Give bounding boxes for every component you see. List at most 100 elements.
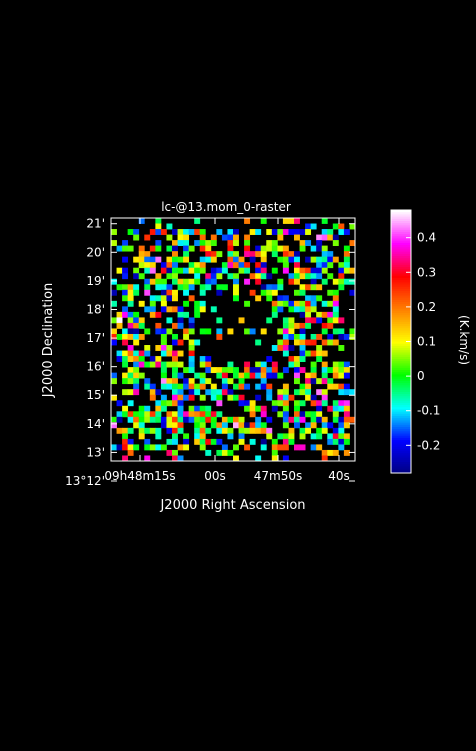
raster-pixel bbox=[210, 267, 217, 274]
raster-pixel bbox=[138, 322, 145, 329]
raster-pixel bbox=[216, 267, 223, 274]
raster-pixel bbox=[133, 378, 140, 385]
raster-pixel bbox=[144, 383, 151, 390]
raster-pixel bbox=[160, 444, 167, 451]
raster-pixel bbox=[266, 394, 273, 401]
raster-pixel bbox=[299, 339, 306, 346]
raster-pixel bbox=[205, 416, 212, 423]
raster-pixel bbox=[160, 278, 167, 285]
raster-pixel bbox=[166, 273, 173, 280]
colorbar-segment bbox=[391, 315, 411, 318]
raster-pixel bbox=[172, 267, 178, 274]
raster-pixel bbox=[310, 339, 317, 346]
raster-pixel bbox=[332, 240, 339, 247]
colorbar-segment bbox=[391, 212, 411, 215]
raster-pixel bbox=[177, 394, 184, 401]
raster-pixel bbox=[166, 234, 173, 241]
raster-pixel bbox=[205, 273, 212, 280]
y-tick-label: 13°12' bbox=[65, 474, 105, 488]
colorbar-tick-label: -0.1 bbox=[417, 404, 440, 418]
raster-pixel bbox=[177, 339, 184, 346]
raster-pixel bbox=[138, 405, 145, 412]
x-tick-label: 47m50s bbox=[254, 469, 302, 483]
raster-pixel bbox=[277, 411, 284, 418]
raster-pixel bbox=[294, 322, 300, 329]
raster-pixel bbox=[299, 311, 306, 318]
raster-pixel bbox=[288, 328, 295, 335]
raster-pixel bbox=[338, 438, 345, 445]
raster-pixel bbox=[216, 284, 223, 291]
raster-pixel bbox=[199, 405, 206, 412]
raster-pixel bbox=[227, 251, 234, 258]
y-tick-labels: 13°12' 13' 14' 15' 16' 17' 18' 19' 20' 21' bbox=[65, 217, 105, 488]
colorbar-segment bbox=[391, 396, 411, 399]
raster-pixel bbox=[177, 372, 184, 379]
raster-pixel bbox=[199, 438, 206, 445]
raster-pixel bbox=[227, 245, 234, 252]
raster-pixel bbox=[266, 356, 273, 362]
raster-pixel bbox=[199, 300, 206, 307]
raster-pixel bbox=[172, 361, 178, 368]
raster-pixel bbox=[160, 367, 167, 374]
raster-pixel bbox=[122, 378, 129, 385]
raster-pixel bbox=[205, 449, 212, 456]
raster-pixel bbox=[116, 311, 123, 318]
raster-pixel bbox=[210, 438, 217, 445]
raster-pixel bbox=[122, 333, 129, 340]
raster-pixel bbox=[266, 245, 273, 252]
raster-pixel bbox=[294, 378, 300, 385]
raster-pixel bbox=[332, 427, 339, 434]
raster-pixel bbox=[172, 433, 178, 440]
raster-pixel bbox=[343, 251, 350, 258]
raster-pixel bbox=[332, 223, 339, 230]
raster-pixel bbox=[305, 306, 312, 313]
raster-pixel bbox=[255, 455, 262, 462]
raster-pixel bbox=[138, 218, 145, 224]
raster-pixel bbox=[260, 256, 267, 263]
raster-pixel bbox=[155, 311, 162, 318]
raster-pixel bbox=[233, 251, 239, 258]
raster-pixel bbox=[177, 234, 184, 241]
raster-pixel bbox=[321, 449, 328, 456]
raster-pixel bbox=[138, 333, 145, 340]
raster-pixel bbox=[183, 383, 190, 390]
raster-pixel bbox=[172, 229, 178, 235]
raster-pixel bbox=[188, 278, 195, 285]
raster-pixel bbox=[160, 383, 167, 390]
colorbar-tick-label: 0.2 bbox=[417, 300, 436, 314]
raster-pixel bbox=[332, 400, 339, 407]
raster-pixel bbox=[238, 378, 245, 385]
colorbar-segment bbox=[391, 227, 411, 231]
raster-pixel bbox=[149, 300, 156, 307]
raster-pixel bbox=[183, 411, 190, 418]
raster-pixel bbox=[183, 444, 190, 451]
raster-pixel bbox=[316, 311, 323, 318]
raster-pixel bbox=[249, 438, 256, 445]
raster-pixel bbox=[194, 267, 201, 274]
raster-pixel bbox=[249, 372, 256, 379]
raster-pixel bbox=[133, 416, 140, 423]
raster-pixel bbox=[166, 422, 173, 429]
raster-pixel bbox=[133, 311, 140, 318]
colorbar-segment bbox=[391, 407, 411, 410]
raster-pixel bbox=[194, 311, 201, 318]
raster-pixel bbox=[327, 422, 334, 429]
raster-pixel bbox=[277, 444, 284, 451]
raster-pixel bbox=[266, 229, 273, 235]
raster-pixel bbox=[343, 389, 350, 396]
raster-pixel bbox=[233, 284, 239, 291]
raster-pixel bbox=[288, 306, 295, 313]
colorbar-segment bbox=[391, 282, 411, 286]
raster-pixel bbox=[255, 394, 262, 401]
raster-pixel bbox=[305, 383, 312, 390]
raster-pixel bbox=[194, 339, 201, 346]
y-tick-label: 15' bbox=[86, 388, 105, 402]
raster-pixel bbox=[249, 289, 256, 296]
raster-pixel bbox=[127, 322, 134, 329]
raster-pixel bbox=[249, 229, 256, 235]
raster-pixel bbox=[338, 317, 345, 324]
raster-pixel bbox=[172, 350, 178, 357]
raster-pixel bbox=[149, 229, 156, 235]
raster-pixel bbox=[160, 328, 167, 335]
raster-pixel bbox=[349, 416, 356, 423]
